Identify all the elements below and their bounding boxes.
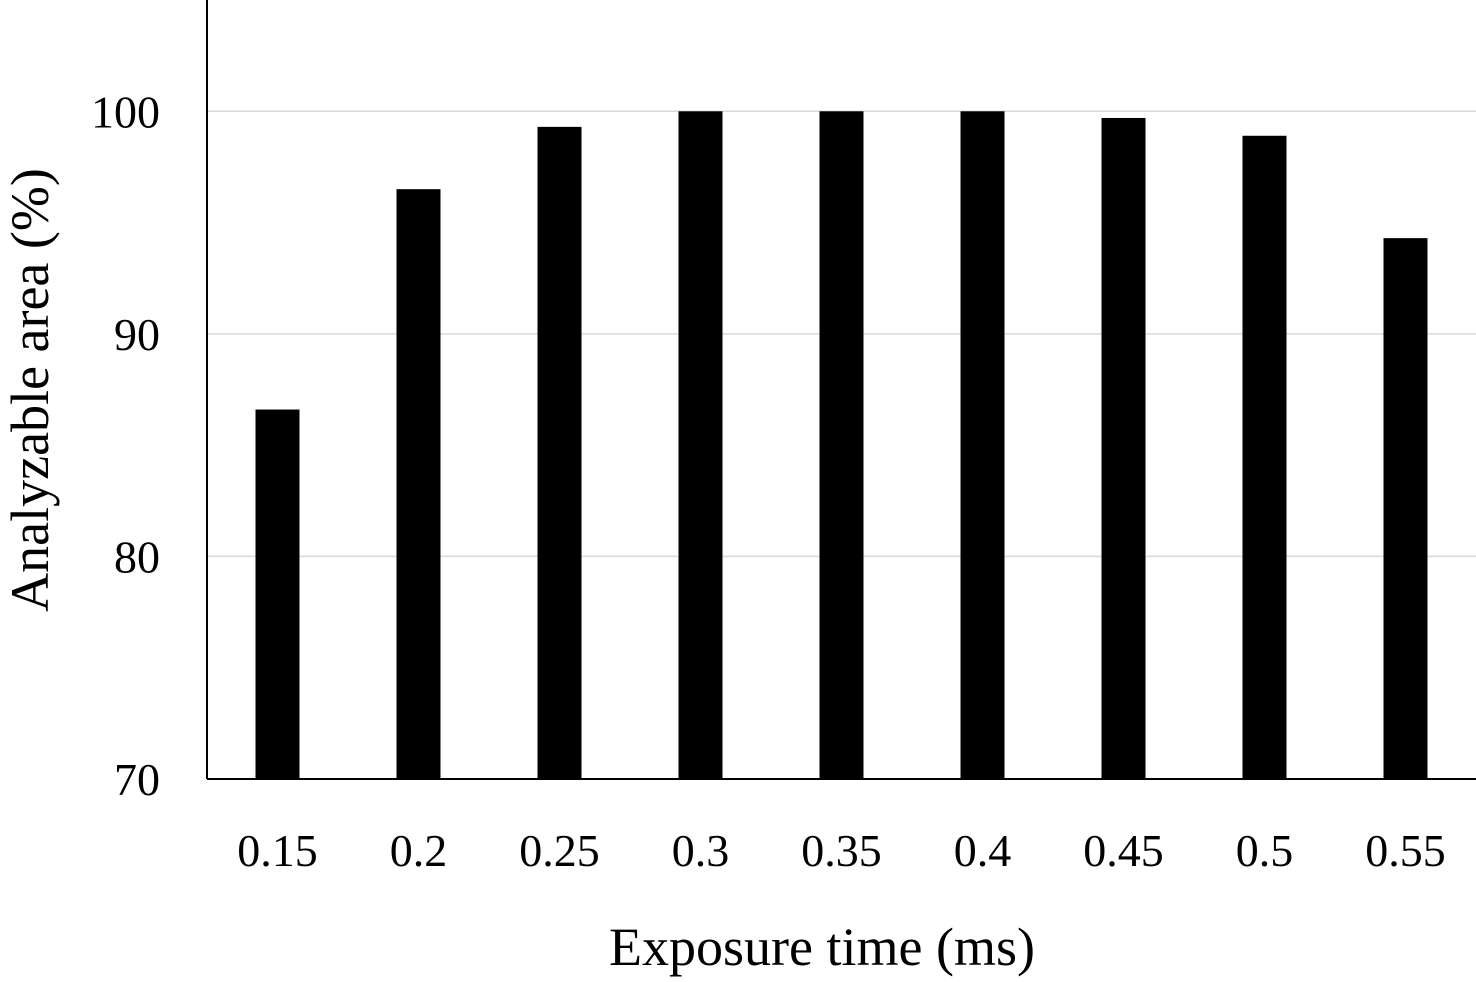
y-axis-title: Analyzable area (%) (0, 168, 60, 612)
bar (678, 111, 723, 780)
y-tick-label: 90 (114, 309, 160, 360)
y-tick-label: 100 (91, 86, 160, 137)
x-tick-label: 0.2 (390, 825, 448, 876)
bar (1383, 238, 1428, 779)
bars (255, 111, 1428, 780)
y-tick-labels: 70 80 90 100 (91, 86, 160, 805)
x-axis-title: Exposure time (ms) (609, 917, 1035, 977)
bar (537, 126, 582, 779)
x-tick-label: 0.25 (519, 825, 600, 876)
x-tick-label: 0.4 (954, 825, 1012, 876)
bar (819, 111, 864, 780)
x-tick-label: 0.15 (237, 825, 318, 876)
x-tick-label: 0.35 (801, 825, 882, 876)
x-tick-label: 0.55 (1365, 825, 1446, 876)
x-tick-label: 0.5 (1236, 825, 1294, 876)
bar (1101, 117, 1146, 779)
bar (1242, 135, 1287, 780)
axes (206, 0, 1476, 780)
x-tick-label: 0.3 (672, 825, 730, 876)
x-tick-labels: 0.15 0.2 0.25 0.3 0.35 0.4 0.45 0.5 0.55 (237, 825, 1446, 876)
y-tick-label: 70 (114, 754, 160, 805)
bar (396, 189, 441, 779)
x-tick-label: 0.45 (1083, 825, 1164, 876)
bar (255, 409, 300, 779)
bar (960, 111, 1005, 780)
y-tick-label: 80 (114, 531, 160, 582)
